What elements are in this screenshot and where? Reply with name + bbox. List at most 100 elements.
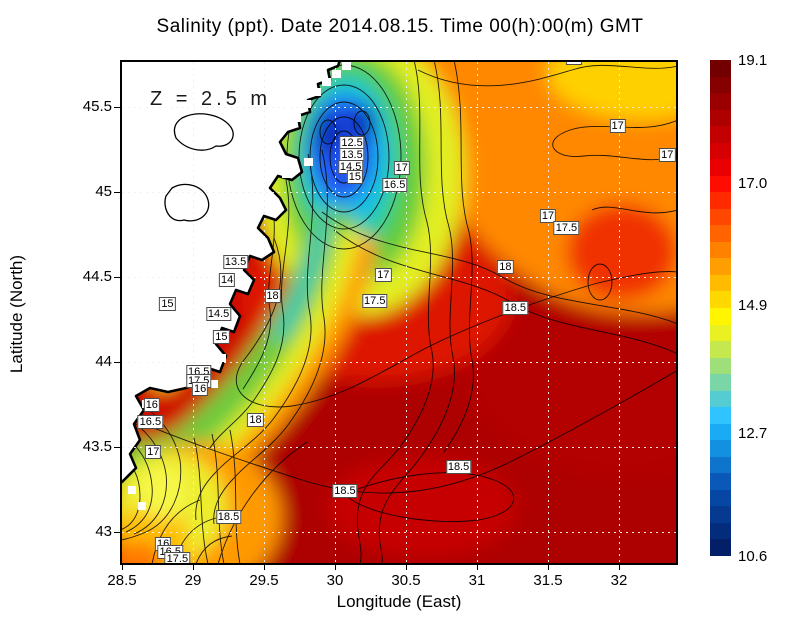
colorbar-step xyxy=(710,274,731,292)
contour-label: 17.5 xyxy=(553,220,580,235)
colorbar-step xyxy=(710,258,731,275)
contour-label: 17.5 xyxy=(164,552,191,565)
colorbar-tick-label: 14.9 xyxy=(738,297,768,315)
contour-label: 17 xyxy=(539,208,557,223)
x-tick-mark xyxy=(121,563,123,570)
gridline-vertical xyxy=(406,62,407,563)
contour-label: 13.5 xyxy=(222,254,249,269)
x-tick-mark xyxy=(192,563,194,570)
colorbar-step xyxy=(710,440,731,457)
colorbar-step xyxy=(710,407,731,424)
colorbar-step xyxy=(710,175,731,193)
colorbar-step xyxy=(710,522,731,540)
contour-label: 16.5 xyxy=(137,414,164,429)
y-tick-label: 43.5 xyxy=(82,438,112,455)
colorbar-step xyxy=(710,539,731,556)
colorbar-step xyxy=(710,192,731,209)
colorbar-tick-label: 19.1 xyxy=(738,52,768,69)
contour-label: 18.5 xyxy=(445,460,472,475)
colorbar-step xyxy=(710,307,731,325)
x-tick-label: 29.5 xyxy=(249,572,279,589)
y-tick-mark xyxy=(114,446,121,448)
y-tick-label: 45.5 xyxy=(82,98,112,115)
colorbar-step xyxy=(710,473,731,490)
contour-label: 16 xyxy=(143,397,160,412)
colorbar-step xyxy=(710,241,731,259)
colorbar-step xyxy=(710,159,731,176)
colorbar-step xyxy=(710,489,731,507)
colorbar-step xyxy=(710,357,731,375)
contour-label: 16 xyxy=(191,382,209,397)
colorbar-step xyxy=(710,60,731,77)
colorbar-step xyxy=(710,390,731,408)
gridline-horizontal xyxy=(122,362,676,363)
contour-label: 15 xyxy=(346,169,363,184)
y-tick-label: 44.5 xyxy=(82,268,112,285)
contour-label: 18.5 xyxy=(215,509,242,524)
colorbar-tick-label: 17.0 xyxy=(738,174,768,192)
contour-label: 18 xyxy=(497,259,514,274)
map-plot: 17171712.513.514.5151716.51717.513.51418… xyxy=(120,60,678,565)
colorbar-step xyxy=(710,93,731,110)
contour-label: 17 xyxy=(565,62,582,65)
land xyxy=(122,62,351,510)
colorbar-step xyxy=(710,142,731,160)
depth-annotation: Z = 2.5 m xyxy=(150,88,272,110)
colorbar-step xyxy=(710,423,731,441)
x-tick-label: 30 xyxy=(326,572,344,589)
contour-label: 17 xyxy=(375,268,392,283)
colorbar xyxy=(710,60,731,556)
y-tick-mark xyxy=(114,276,121,278)
contour-label: 17 xyxy=(145,445,162,460)
contour-label: 16.5 xyxy=(381,178,408,193)
contour-label: 17 xyxy=(659,147,676,162)
y-tick-label: 45 xyxy=(95,183,112,200)
gridline-horizontal xyxy=(122,447,676,448)
contour-label: 18 xyxy=(264,288,281,303)
colorbar-step xyxy=(710,109,731,127)
x-tick-mark xyxy=(618,563,620,570)
gridline-vertical xyxy=(264,62,265,563)
x-tick-label: 31 xyxy=(468,572,486,589)
y-tick-mark xyxy=(114,531,121,533)
colorbar-step xyxy=(710,126,731,143)
y-tick-mark xyxy=(114,191,121,193)
y-tick-mark xyxy=(114,106,121,108)
y-tick-mark xyxy=(114,361,121,363)
colorbar-tick-label: 12.7 xyxy=(738,425,768,443)
gridline-vertical xyxy=(193,62,194,563)
contour-label: 14 xyxy=(218,273,236,288)
y-tick-label: 44 xyxy=(95,353,112,370)
x-tick-mark xyxy=(263,563,265,570)
x-tick-mark xyxy=(476,563,478,570)
contour-label: 15 xyxy=(159,297,176,312)
gridline-vertical xyxy=(619,62,620,563)
gridline-horizontal xyxy=(122,532,676,533)
colorbar-step xyxy=(710,374,731,391)
gridline-horizontal xyxy=(122,192,676,193)
x-tick-mark xyxy=(547,563,549,570)
colorbar-tick-label: 10.6 xyxy=(738,548,768,565)
x-tick-label: 28.5 xyxy=(107,572,137,589)
x-tick-label: 29 xyxy=(184,572,202,589)
gridline-vertical xyxy=(335,62,336,563)
y-tick-label: 43 xyxy=(95,523,112,540)
contour-label: 17 xyxy=(609,118,626,133)
colorbar-step xyxy=(710,506,731,523)
contour-label: 14.5 xyxy=(205,307,232,322)
contour-label: 15 xyxy=(213,329,230,344)
colorbar-step xyxy=(710,76,731,94)
gridline-vertical xyxy=(548,62,549,563)
colorbar-step xyxy=(710,456,731,474)
x-tick-mark xyxy=(405,563,407,570)
contour-label: 18.5 xyxy=(332,484,358,499)
x-tick-label: 32 xyxy=(610,572,628,589)
y-axis-title: Latitude (North) xyxy=(7,254,26,374)
contour-label: 18 xyxy=(247,412,264,427)
colorbar-step xyxy=(710,324,731,342)
gridline-horizontal xyxy=(122,277,676,278)
lagoon-outline xyxy=(173,113,234,151)
x-axis-title: Longitude (East) xyxy=(336,592,462,611)
colorbar-step xyxy=(710,208,731,226)
